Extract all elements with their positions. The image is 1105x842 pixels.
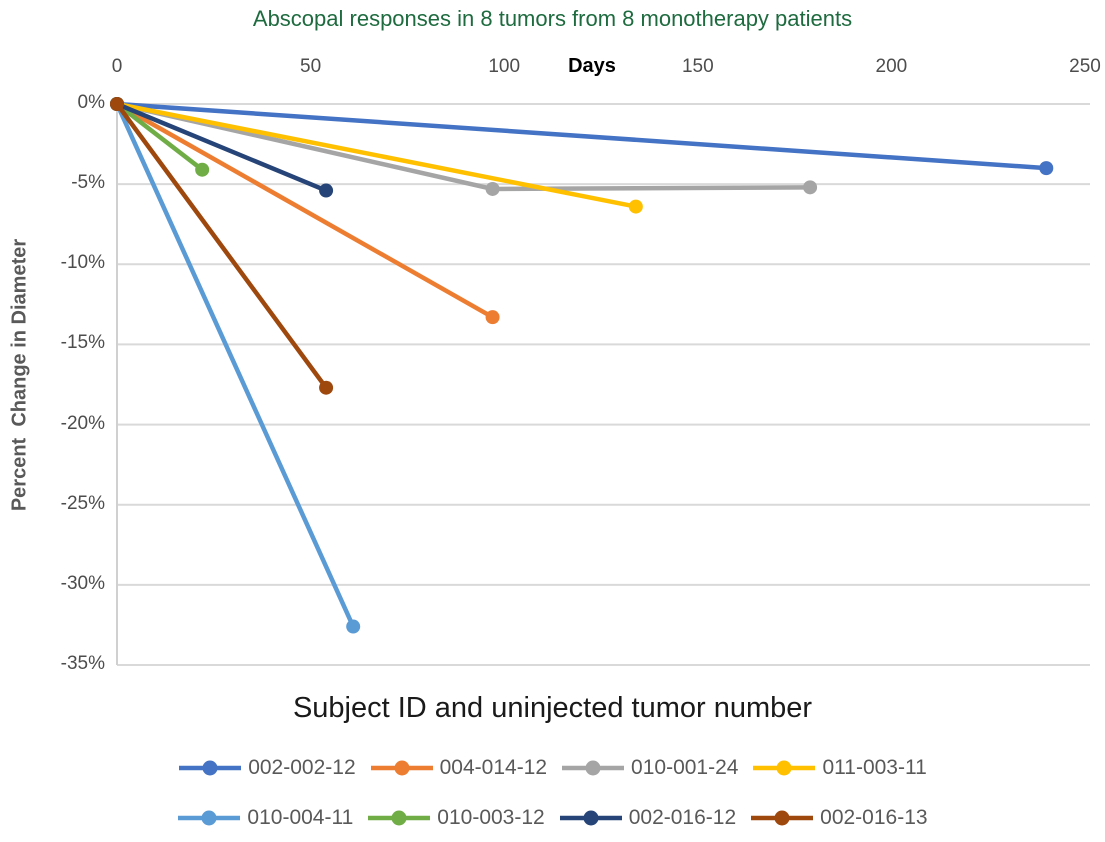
legend-row: 002-002-12 004-014-12 010-001-24 011-003-11 xyxy=(0,756,1105,780)
series-line-002-016-13 xyxy=(114,101,329,390)
legend-marker-icon xyxy=(178,810,241,826)
legend-marker-icon xyxy=(753,760,816,776)
legend-marker-icon xyxy=(370,760,433,776)
x-tick-label: 250 xyxy=(1069,56,1101,77)
data-point-002-002-12 xyxy=(1039,161,1054,176)
x-tick-label: 50 xyxy=(300,56,322,77)
legend-item-002-002-12: 002-002-12 xyxy=(178,756,356,780)
legend-label: 011-003-11 xyxy=(822,756,927,779)
y-tick-label: -15% xyxy=(60,332,105,354)
legend-item-010-003-12: 010-003-12 xyxy=(367,806,545,830)
data-point-011-003-11 xyxy=(628,199,643,214)
legend-label: 010-003-12 xyxy=(437,806,545,829)
legend-row: 010-004-11 010-003-12 002-016-12 002-016-13 xyxy=(0,806,1105,830)
data-point-004-014-12 xyxy=(485,310,500,325)
legend-label: 002-016-13 xyxy=(820,806,928,829)
data-point-010-004-11 xyxy=(346,619,361,634)
legend-item-004-014-12: 004-014-12 xyxy=(370,756,547,780)
x-tick-label: 150 xyxy=(681,56,714,77)
x-tick-label: 100 xyxy=(488,56,521,77)
data-point-002-016-13 xyxy=(319,380,334,395)
legend-item-002-016-13: 002-016-13 xyxy=(750,806,928,830)
legend-marker-icon xyxy=(751,810,814,826)
legend-item-002-016-12: 002-016-12 xyxy=(559,806,736,830)
series-line-002-016-12 xyxy=(114,101,329,193)
x-tick-label: 0 xyxy=(111,56,123,77)
chart-title: Abscopal responses in 8 tumors from 8 mo… xyxy=(252,6,853,31)
data-point-010-003-12 xyxy=(195,162,210,177)
legend-item-010-004-11: 010-004-11 xyxy=(177,806,353,830)
legend-label: 010-004-11 xyxy=(247,806,354,829)
series-line-010-004-11 xyxy=(114,101,356,629)
legend-marker-icon xyxy=(368,810,431,826)
series-line-002-002-12 xyxy=(114,101,1049,171)
legend-item-010-001-24: 010-001-24 xyxy=(561,756,738,780)
data-point-002-016-13 xyxy=(110,97,124,111)
legend-label: 004-014-12 xyxy=(439,756,548,779)
y-tick-label: -25% xyxy=(60,492,105,514)
y-tick-label: -5% xyxy=(71,172,105,194)
data-point-010-001-24 xyxy=(803,180,818,195)
series-line-010-003-12 xyxy=(114,101,205,172)
legend-marker-icon xyxy=(562,760,625,776)
y-tick-label: -20% xyxy=(60,412,105,434)
y-tick-label: -10% xyxy=(60,252,105,274)
data-point-010-001-24 xyxy=(485,181,500,196)
series-line-011-003-11 xyxy=(114,101,639,209)
series-line-004-014-12 xyxy=(114,101,495,320)
legend-marker-icon xyxy=(559,810,622,826)
legend-label: 010-001-24 xyxy=(631,756,739,779)
legend-label: 002-002-12 xyxy=(248,756,356,779)
y-tick-label: 0% xyxy=(77,92,105,113)
legend-item-011-003-11: 011-003-11 xyxy=(752,756,927,780)
y-tick-label: -35% xyxy=(60,653,105,674)
legend-marker-icon xyxy=(179,760,242,776)
x-axis-title: Days xyxy=(568,55,616,77)
data-point-002-016-12 xyxy=(319,183,334,198)
y-tick-label: -30% xyxy=(60,572,105,594)
x-tick-label: 200 xyxy=(875,56,908,77)
legend-label: 002-016-12 xyxy=(628,806,737,829)
legend-title: Subject ID and uninjected tumor number xyxy=(292,692,813,724)
